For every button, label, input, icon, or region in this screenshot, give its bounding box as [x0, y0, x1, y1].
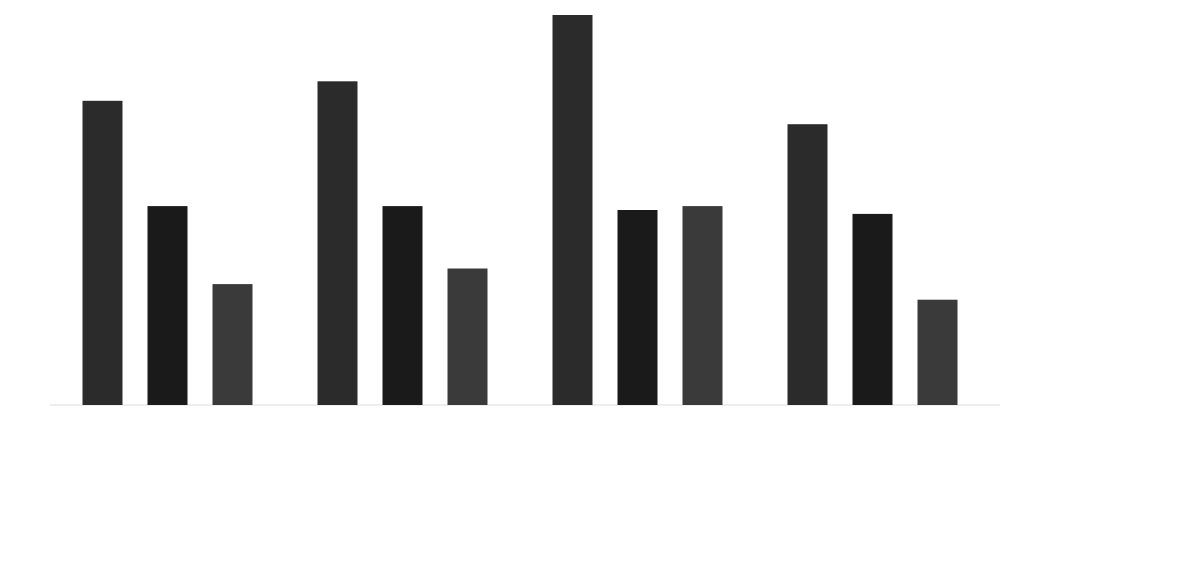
bar [852, 213, 893, 405]
bar [212, 284, 253, 405]
bar [617, 210, 658, 405]
bar [447, 268, 488, 405]
bar [147, 206, 188, 405]
bar [82, 100, 123, 406]
bar [917, 299, 958, 405]
bar [787, 124, 828, 405]
bar [552, 15, 593, 405]
bar [382, 206, 423, 405]
bar [317, 81, 358, 406]
bar [682, 206, 723, 405]
